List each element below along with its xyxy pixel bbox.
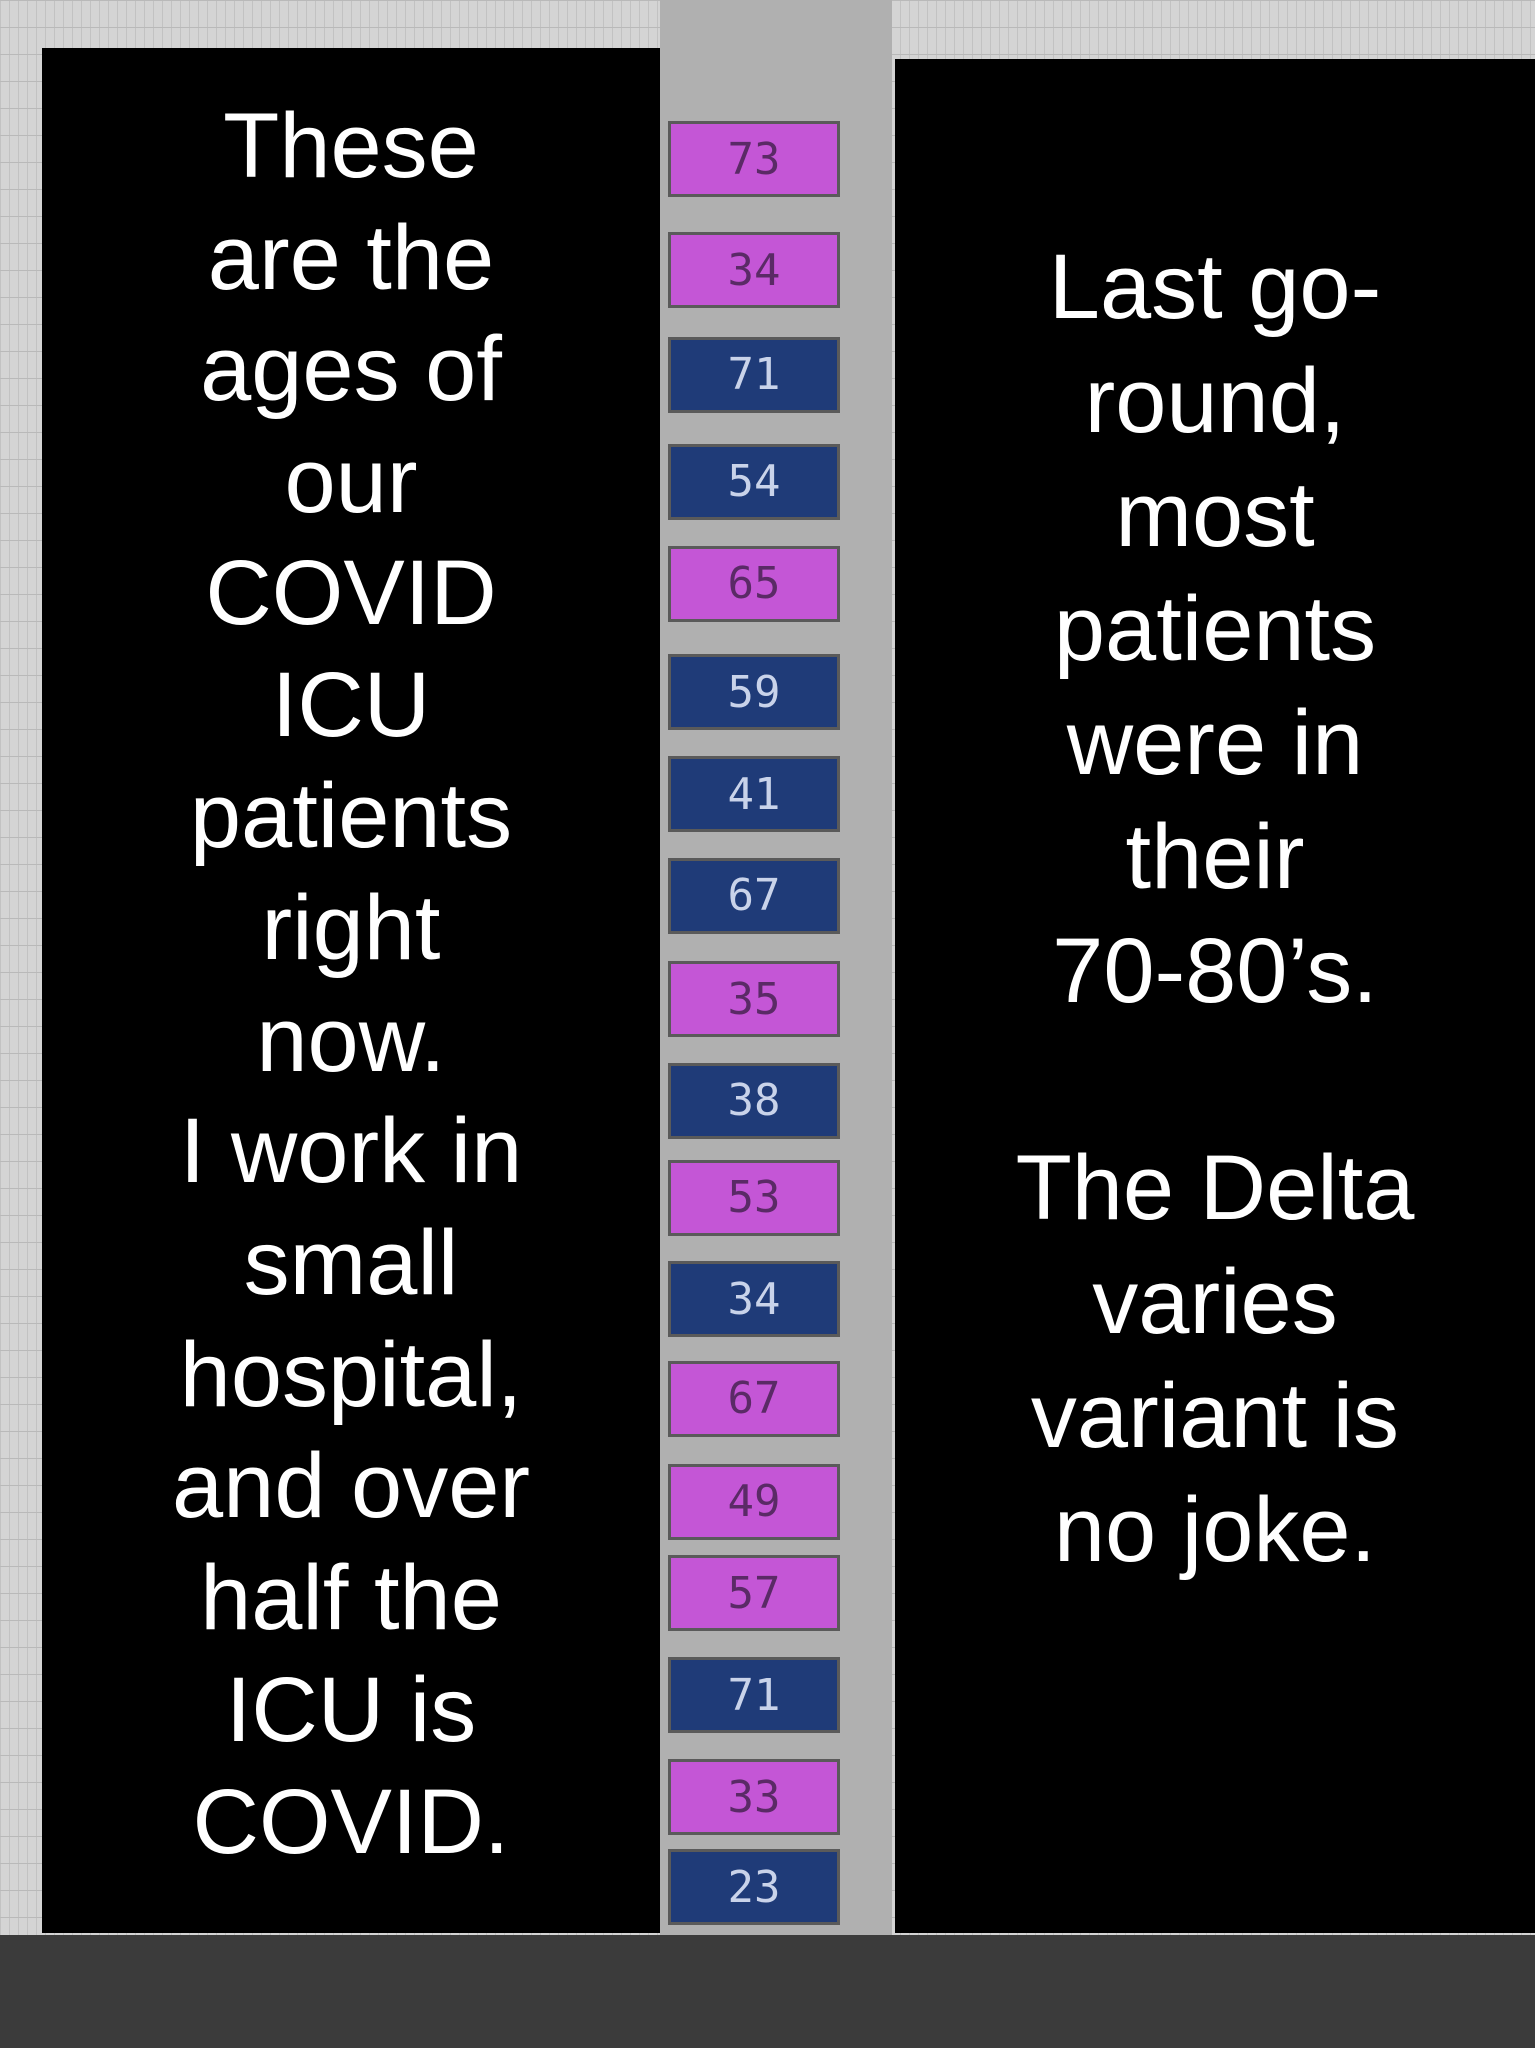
left-text-panel: These are the ages of our COVID ICU patients ri… xyxy=(42,48,660,1933)
age-cell: 38 xyxy=(668,1062,840,1139)
age-cell: 65 xyxy=(668,545,840,622)
text-line: 70-80’s. xyxy=(1052,920,1378,1022)
text-line: COVID. xyxy=(192,1770,510,1873)
text-line: and over xyxy=(171,1435,531,1538)
age-cell: 53 xyxy=(668,1159,840,1236)
monitor-bezel xyxy=(0,1935,1535,2048)
age-cell: 57 xyxy=(668,1555,840,1632)
age-cell: 49 xyxy=(668,1463,840,1540)
text-line: small xyxy=(243,1212,459,1314)
text-line: most xyxy=(1115,464,1315,566)
text-line: varies xyxy=(1092,1251,1338,1353)
age-cell: 34 xyxy=(668,1261,840,1338)
text-line: no joke. xyxy=(1053,1479,1377,1581)
age-cell: 71 xyxy=(668,1657,840,1734)
age-cell: 71 xyxy=(668,336,840,413)
text-line: variant is xyxy=(1030,1365,1400,1467)
text-line: half the xyxy=(200,1547,502,1650)
text-line: ICU xyxy=(271,653,431,756)
age-cell: 73 xyxy=(668,121,840,198)
age-cell: 54 xyxy=(668,443,840,520)
text-line: I work in xyxy=(179,1100,523,1203)
age-cell: 59 xyxy=(668,654,840,731)
age-cell: 33 xyxy=(668,1759,840,1836)
age-cell: 67 xyxy=(668,1360,840,1437)
age-cell: 35 xyxy=(668,961,840,1038)
age-cell: 41 xyxy=(668,756,840,833)
text-line: ICU is xyxy=(225,1658,477,1761)
text-line: are the xyxy=(207,206,495,309)
age-cell: 67 xyxy=(668,857,840,934)
text-line: COVID xyxy=(205,541,497,644)
text-line: patients xyxy=(189,765,513,868)
text-line: their xyxy=(1125,806,1305,908)
text-line: round, xyxy=(1084,350,1346,452)
text-line: our xyxy=(284,430,418,533)
right-text-panel: Last go-round, most patients were in their 70… xyxy=(895,59,1535,1933)
text-line: patients xyxy=(1053,578,1377,680)
text-line: right xyxy=(261,876,441,979)
text-line: were in xyxy=(1066,692,1364,794)
age-cell: 23 xyxy=(668,1849,840,1926)
text-line: ages of xyxy=(200,318,502,421)
text-line: These xyxy=(223,95,479,197)
text-line: The Delta xyxy=(1015,1137,1415,1239)
text-line: Last go- xyxy=(1048,236,1382,338)
age-cell: 34 xyxy=(668,232,840,309)
text-line: hospital, xyxy=(179,1323,523,1426)
text-line: now. xyxy=(256,988,446,1091)
